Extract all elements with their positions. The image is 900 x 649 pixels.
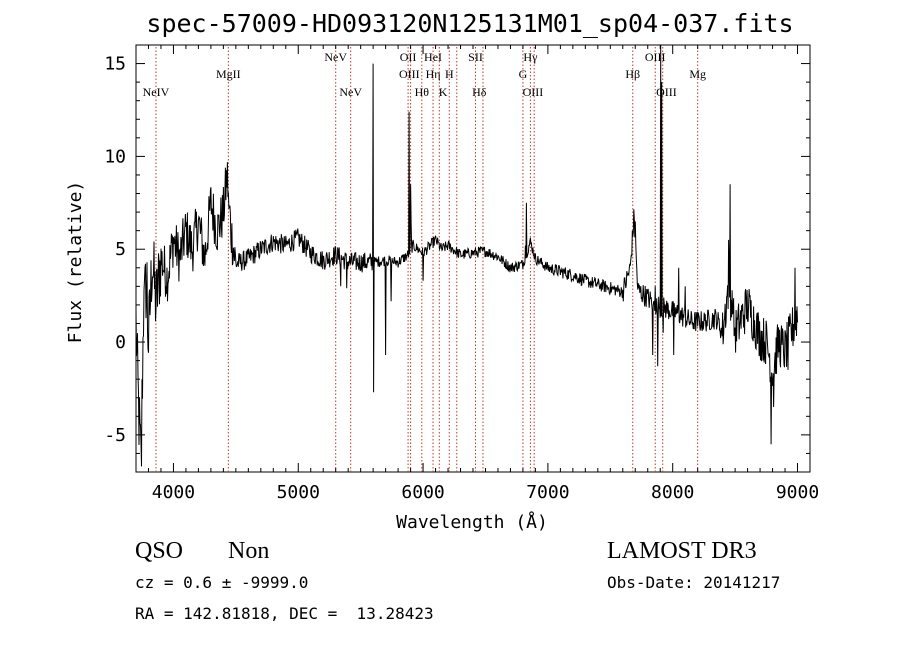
y-tick-label: 0 [115, 332, 126, 353]
line-label: SII [468, 50, 483, 64]
line-label: HeI [424, 50, 442, 64]
line-label: OIII [399, 67, 420, 81]
x-tick-label: 5000 [277, 482, 320, 503]
y-tick-label: 5 [115, 239, 126, 260]
line-label: Hθ [415, 85, 430, 99]
line-label: NeV [324, 50, 347, 64]
x-tick-label: 7000 [526, 482, 569, 503]
line-label: OII [400, 50, 417, 64]
line-label: NeIV [143, 85, 170, 99]
redshift-line: cz = 0.6 ± -9999.0 [135, 573, 309, 592]
line-label: G [519, 67, 528, 81]
line-label: Hδ [472, 85, 487, 99]
ra-dec-line: RA = 142.81818, DEC = 13.28423 [135, 604, 434, 623]
y-axis-label: Flux (relative) [65, 181, 86, 344]
plot-frame [135, 44, 811, 473]
emission-line-labels: NeIV MgII NeV NeV OII OIII Hθ HeI Hη KH SII Hδ Hγ G OI… [143, 50, 706, 99]
line-label: OIII [523, 85, 544, 99]
flux-series [135, 44, 798, 467]
x-tick-label: 9000 [776, 482, 819, 503]
x-tick-label: 4000 [152, 482, 195, 503]
line-label: Hη [426, 67, 441, 81]
line-label: H [445, 67, 454, 81]
line-label: OIII [645, 50, 666, 64]
line-label: OIII [656, 85, 677, 99]
x-axis-label: Wavelength (Å) [396, 511, 548, 533]
line-label: Hβ [625, 67, 640, 81]
x-axis-ticks: 4000 5000 6000 7000 8000 9000 [135, 45, 819, 503]
line-label: Mg [689, 67, 706, 81]
y-axis-ticks: -5 0 5 10 15 [104, 44, 810, 473]
line-label: Hγ [523, 50, 538, 64]
line-label: NeV [339, 85, 362, 99]
line-label: MgII [216, 67, 241, 81]
flux-line [135, 44, 798, 467]
x-tick-label: 6000 [401, 482, 444, 503]
object-subclass: Non [228, 538, 270, 564]
chart-title: spec-57009-HD093120N125131M01_sp04-037.f… [146, 9, 793, 38]
line-label: K [439, 85, 448, 99]
observation-date: Obs-Date: 20141217 [607, 573, 781, 592]
x-tick-label: 8000 [651, 482, 694, 503]
object-class: QSO [135, 538, 184, 564]
y-tick-label: 15 [104, 54, 126, 75]
emission-line-markers [155, 47, 699, 472]
survey-name: LAMOST DR3 [607, 538, 757, 564]
y-tick-label: -5 [104, 425, 126, 446]
y-tick-label: 10 [104, 146, 126, 167]
